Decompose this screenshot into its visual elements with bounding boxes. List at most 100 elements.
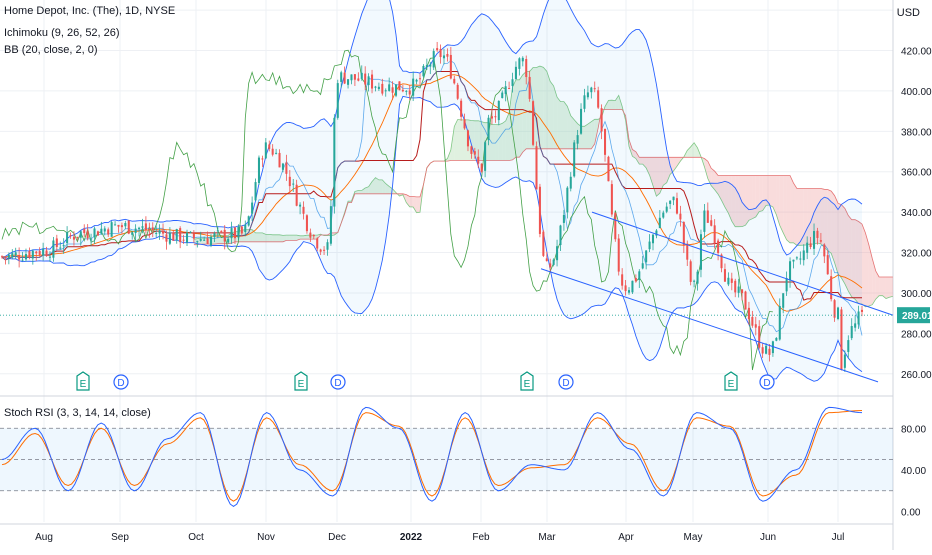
- candle: [4, 256, 6, 264]
- candle-body: [741, 289, 743, 293]
- candle-body: [505, 86, 507, 94]
- candle-body: [522, 58, 524, 61]
- candle-body: [18, 255, 20, 260]
- candle-body: [638, 271, 640, 280]
- candle-body: [446, 54, 448, 57]
- dividend-badge-letter: D: [117, 378, 124, 389]
- candle-body: [80, 231, 82, 237]
- candle-body: [673, 197, 675, 200]
- candle-body: [371, 75, 373, 89]
- candle-body: [326, 242, 328, 250]
- candle-body: [176, 229, 178, 241]
- candle-body: [395, 84, 397, 95]
- candle-body: [597, 90, 599, 107]
- candle-body: [669, 201, 671, 204]
- earnings-badge-letter: E: [298, 379, 305, 390]
- candle-body: [340, 72, 342, 82]
- candle-body: [601, 108, 603, 131]
- candle-body: [748, 308, 750, 319]
- candle: [611, 180, 613, 217]
- price-tick-label: 320.00: [901, 249, 932, 260]
- dividend-icon[interactable]: D: [114, 375, 128, 389]
- candle-body: [727, 278, 729, 285]
- candle-body: [618, 239, 620, 272]
- time-tick-label: May: [684, 532, 703, 543]
- candle-body: [433, 51, 435, 67]
- candle-body: [255, 182, 257, 200]
- dividend-icon[interactable]: D: [760, 375, 774, 389]
- candle-body: [693, 281, 695, 282]
- symbol-title[interactable]: Home Depot, Inc. (The), 1D, NYSE: [4, 4, 175, 18]
- candle-body: [282, 164, 284, 170]
- candle-body: [337, 83, 339, 118]
- bollinger-legend[interactable]: BB (20, close, 2, 0): [4, 43, 98, 57]
- candle-body: [484, 142, 486, 171]
- candle: [258, 156, 260, 185]
- price-tick-label: 360.00: [901, 168, 932, 179]
- candle-body: [292, 184, 294, 185]
- candle: [607, 156, 609, 182]
- candle-body: [429, 64, 431, 66]
- candle-body: [63, 245, 65, 246]
- cloud-segment-bearish: [769, 176, 772, 207]
- cloud-segment-bearish: [793, 183, 796, 245]
- candle-body: [652, 235, 654, 244]
- candle-body: [422, 66, 424, 76]
- candle-body: [381, 84, 383, 94]
- candle: [618, 234, 620, 275]
- candle-body: [364, 74, 366, 85]
- candle-body: [378, 87, 380, 89]
- candle-body: [135, 229, 137, 233]
- candle-body: [107, 229, 109, 234]
- candle-body: [717, 241, 719, 253]
- candle-body: [570, 177, 572, 189]
- candle-body: [76, 237, 78, 238]
- candle-body: [90, 239, 92, 240]
- candle-body: [25, 254, 27, 259]
- candle-body: [189, 232, 191, 233]
- candle-body: [124, 223, 126, 226]
- candle-body: [587, 92, 589, 97]
- candle-body: [762, 347, 764, 353]
- candle-body: [645, 251, 647, 263]
- candle-body: [751, 317, 753, 326]
- candle-body: [289, 177, 291, 186]
- cloud-segment-bearish: [410, 197, 413, 207]
- candle-body: [196, 241, 198, 242]
- candle-body: [464, 119, 466, 128]
- dividend-icon[interactable]: D: [559, 375, 573, 389]
- candle-body: [614, 213, 616, 239]
- candle-body: [816, 231, 818, 238]
- candle-body: [792, 260, 794, 262]
- dividend-icon[interactable]: D: [331, 375, 345, 389]
- earnings-icon[interactable]: E: [295, 372, 307, 390]
- candle-body: [172, 232, 174, 240]
- candle: [837, 307, 839, 321]
- candle-body: [786, 278, 788, 291]
- candle-body: [738, 287, 740, 293]
- candle-body: [104, 228, 106, 231]
- candle-body: [844, 355, 846, 368]
- candle-body: [15, 252, 17, 255]
- candle-body: [100, 229, 102, 234]
- candle-body: [511, 79, 513, 86]
- earnings-icon[interactable]: E: [725, 372, 737, 390]
- candle-body: [169, 233, 171, 244]
- stoch-rsi-legend[interactable]: Stoch RSI (3, 3, 14, 14, close): [4, 406, 151, 420]
- earnings-icon[interactable]: E: [521, 372, 533, 390]
- candle-body: [73, 237, 75, 240]
- candle-body: [731, 279, 733, 283]
- candle-body: [820, 240, 822, 241]
- candle-body: [87, 231, 89, 238]
- cloud-segment-bearish: [797, 189, 800, 246]
- candle-body: [241, 227, 243, 234]
- ichimoku-legend[interactable]: Ichimoku (9, 26, 52, 26): [4, 26, 120, 40]
- earnings-icon[interactable]: E: [77, 372, 89, 390]
- candle: [344, 66, 346, 84]
- candle: [744, 291, 746, 310]
- candle-body: [347, 79, 349, 85]
- earnings-badge-letter: E: [524, 379, 531, 390]
